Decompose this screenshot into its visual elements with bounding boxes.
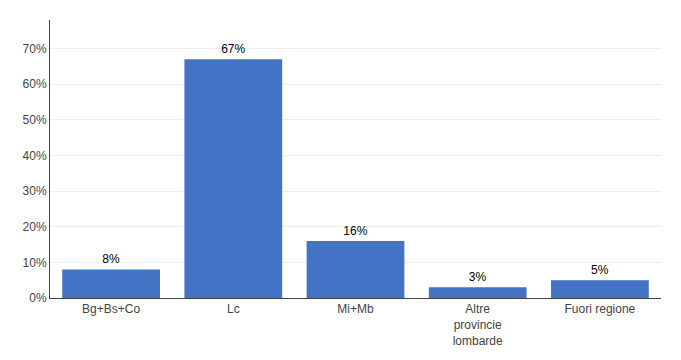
svg-text:0%: 0% [29,291,47,305]
svg-text:20%: 20% [23,220,47,234]
svg-text:70%: 70% [23,42,47,56]
svg-text:5%: 5% [591,263,609,277]
svg-text:Fuori regione: Fuori regione [565,302,636,316]
svg-text:60%: 60% [23,77,47,91]
svg-text:30%: 30% [23,184,47,198]
svg-text:Lc: Lc [227,302,240,316]
svg-text:67%: 67% [221,42,245,56]
svg-text:3%: 3% [469,270,487,284]
svg-text:40%: 40% [23,149,47,163]
svg-text:Altreprovincielombarde: Altreprovincielombarde [453,302,503,347]
svg-text:Mi+Mb: Mi+Mb [337,302,374,316]
svg-text:8%: 8% [102,252,120,266]
svg-text:50%: 50% [23,113,47,127]
svg-text:10%: 10% [23,256,47,270]
svg-text:Bg+Bs+Co: Bg+Bs+Co [82,302,140,316]
svg-text:16%: 16% [343,224,367,238]
